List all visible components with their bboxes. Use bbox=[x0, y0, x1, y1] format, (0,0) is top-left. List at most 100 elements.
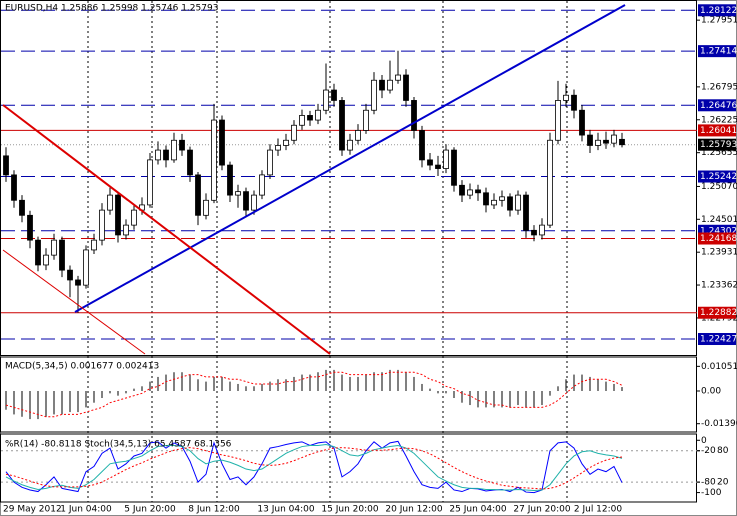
y-tick-label: -20 bbox=[701, 446, 716, 456]
candle-body bbox=[611, 134, 617, 144]
chart-title: EURUSD,H4 1.25886 1.25998 1.25746 1.2579… bbox=[5, 4, 218, 14]
candle-body bbox=[163, 149, 169, 161]
level-label: 1.28122 bbox=[700, 6, 737, 16]
candle-body bbox=[595, 139, 601, 146]
x-tick-label: 27 Jun 20:00 bbox=[513, 505, 570, 515]
candle-body bbox=[515, 194, 521, 211]
level-label: 1.22427 bbox=[700, 335, 737, 345]
y-tick-label: 1.27951 bbox=[701, 16, 737, 26]
candle-body bbox=[467, 189, 473, 196]
oscillator-line bbox=[5, 447, 623, 490]
candle-body bbox=[403, 74, 409, 101]
y-tick-label: 1.26225 bbox=[701, 115, 737, 125]
macd bbox=[5, 369, 623, 420]
oscillator bbox=[1, 440, 697, 494]
candle-body bbox=[211, 119, 217, 201]
candle-body bbox=[451, 149, 457, 186]
candle-body bbox=[411, 100, 417, 131]
candle-body bbox=[555, 100, 561, 141]
x-tick-label: 20 Jun 12:00 bbox=[385, 505, 442, 515]
price-axis: 1.27951 1.26795 1.26225 1.25655 1.25070 1.245… bbox=[697, 4, 737, 498]
candle-body bbox=[547, 139, 553, 226]
candle-body bbox=[203, 199, 209, 216]
y-tick-label: 1.25070 bbox=[701, 182, 737, 192]
candle-body bbox=[443, 149, 449, 169]
level-label: 1.26476 bbox=[700, 101, 737, 111]
candle-body bbox=[395, 74, 401, 81]
x-tick-label: 1 Jun 04:00 bbox=[60, 505, 112, 515]
candle-body bbox=[227, 164, 233, 196]
level-label: 1.24302 bbox=[700, 226, 737, 236]
candle-body bbox=[523, 194, 529, 231]
candle-body bbox=[179, 139, 185, 151]
candle-body bbox=[579, 109, 585, 136]
level-box bbox=[698, 4, 736, 17]
candle-body bbox=[363, 109, 369, 131]
level-label: 1.26041 bbox=[700, 126, 737, 136]
candle-body bbox=[275, 145, 281, 151]
candle-body bbox=[539, 224, 545, 236]
oscillator-label: %R(14) -80.8118 Stoch(34,5,13) 65.4587 6… bbox=[5, 440, 232, 450]
level-box bbox=[698, 99, 736, 112]
level-box bbox=[698, 232, 736, 245]
y-tick-label: 20 bbox=[717, 478, 729, 488]
candle-body bbox=[587, 134, 593, 146]
trend-line bbox=[74, 4, 626, 313]
candle-body bbox=[371, 79, 377, 111]
trend-line bbox=[2, 104, 331, 355]
x-tick-label: 15 Jun 20:00 bbox=[321, 505, 378, 515]
candle-body bbox=[107, 194, 113, 211]
x-tick-label: 29 May 2012 bbox=[3, 505, 62, 515]
candle-body bbox=[475, 189, 481, 194]
x-tick-label: 5 Jun 20:00 bbox=[124, 505, 176, 515]
candle-body bbox=[251, 194, 257, 211]
y-tick-label: 1.26795 bbox=[701, 82, 737, 92]
candle-body bbox=[155, 149, 161, 161]
current-price-label: 1.25793 bbox=[700, 140, 737, 150]
candle-body bbox=[323, 89, 329, 111]
candle-body bbox=[347, 139, 353, 151]
candle-body bbox=[307, 115, 313, 121]
y-tick-label: 1.25655 bbox=[701, 148, 737, 158]
candle-body bbox=[531, 229, 537, 236]
candle-body bbox=[123, 224, 129, 236]
candle-body bbox=[43, 254, 49, 266]
candle-body bbox=[115, 194, 121, 236]
current-price-box bbox=[698, 138, 736, 151]
candle-body bbox=[315, 109, 321, 121]
candle-body bbox=[331, 89, 337, 101]
candle-body bbox=[299, 115, 305, 126]
x-tick-label: 8 Jun 12:00 bbox=[188, 505, 240, 515]
candle-body bbox=[355, 130, 361, 141]
x-tick-label: 13 Jun 04:00 bbox=[257, 505, 314, 515]
candle-body bbox=[91, 239, 97, 251]
candle-body bbox=[507, 196, 513, 211]
oscillator-line bbox=[5, 440, 623, 494]
y-tick-label: -80 bbox=[701, 478, 716, 488]
candle-body bbox=[419, 130, 425, 161]
candle-body bbox=[75, 279, 81, 286]
candle-body bbox=[35, 239, 41, 266]
candle-body bbox=[171, 139, 177, 161]
candle-body bbox=[483, 192, 489, 206]
candle-body bbox=[491, 199, 497, 206]
macd-label: MACD(5,34,5) 0.001677 0.002413 bbox=[5, 362, 159, 372]
price-panel bbox=[0, 0, 697, 356]
candle-body bbox=[387, 79, 393, 91]
level-box bbox=[698, 45, 736, 58]
candle-body bbox=[427, 159, 433, 166]
candle-body bbox=[59, 239, 65, 271]
candle-body bbox=[11, 174, 17, 201]
candle-body bbox=[131, 209, 137, 226]
candles bbox=[3, 50, 625, 313]
oscillator-panel bbox=[0, 433, 697, 503]
candle-body bbox=[267, 149, 273, 176]
candle-body bbox=[459, 184, 465, 196]
candle-body bbox=[3, 155, 9, 176]
candle-body bbox=[99, 209, 105, 241]
level-box bbox=[698, 306, 736, 319]
macd-panel bbox=[0, 356, 697, 433]
y-tick-label: 1.23931 bbox=[701, 248, 737, 258]
